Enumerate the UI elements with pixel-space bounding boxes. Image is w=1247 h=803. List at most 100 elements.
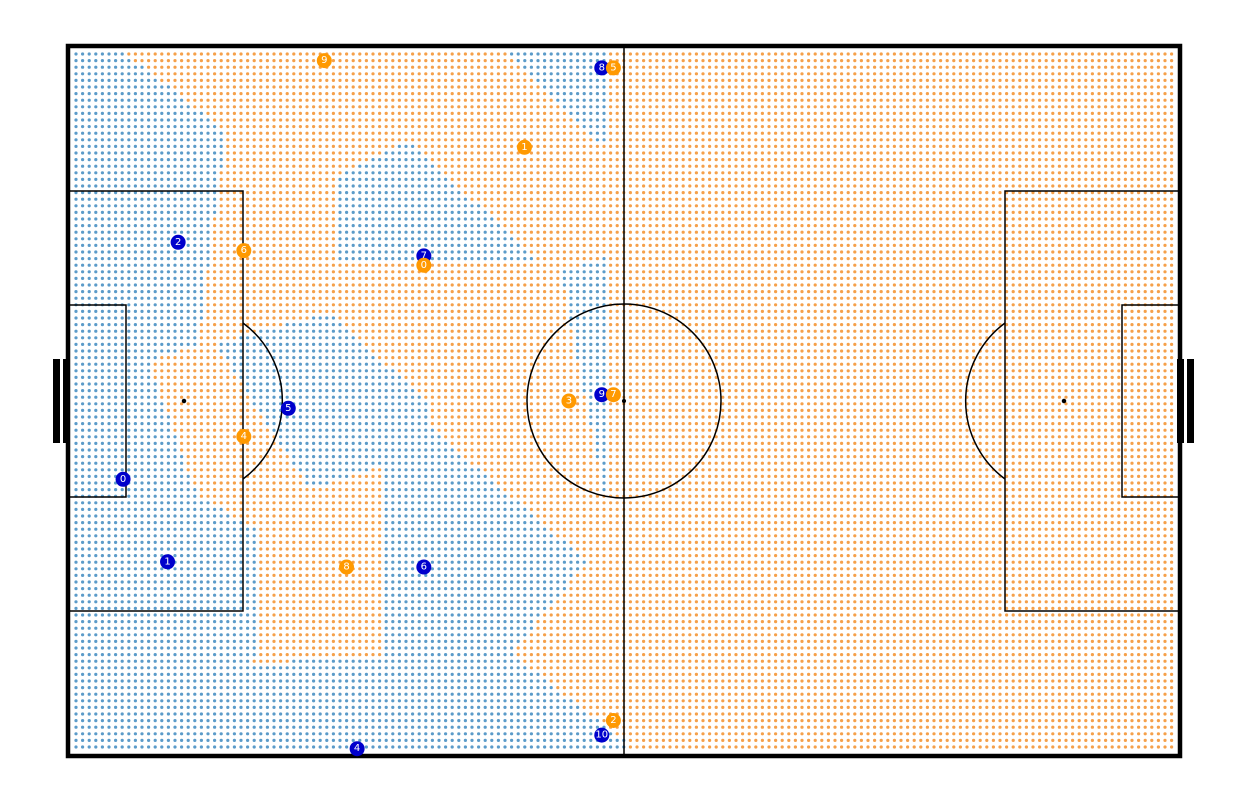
control-dot — [160, 52, 164, 56]
control-dot — [219, 138, 223, 142]
control-dot — [206, 316, 210, 320]
control-dot — [285, 283, 289, 287]
control-dot — [239, 296, 243, 300]
control-dot — [285, 567, 289, 571]
control-dot — [199, 626, 203, 630]
control-dot — [351, 679, 355, 683]
control-dot — [219, 613, 223, 617]
control-dot — [94, 705, 98, 710]
control-dot — [87, 204, 91, 208]
control-dot — [331, 732, 335, 736]
control-dot — [94, 78, 98, 82]
control-dot — [325, 659, 329, 663]
control-dot — [100, 534, 104, 538]
control-dot — [127, 468, 131, 472]
control-dot — [180, 336, 184, 340]
control-dot — [312, 257, 316, 261]
control-dot — [213, 105, 217, 109]
control-dot — [305, 554, 309, 558]
control-dot — [364, 309, 368, 313]
control-dot — [87, 732, 91, 736]
control-dot — [239, 276, 243, 280]
control-dot — [331, 369, 335, 373]
control-dot — [193, 441, 197, 445]
control-dot — [259, 738, 263, 743]
control-dot — [272, 158, 276, 162]
control-dot — [351, 224, 355, 228]
control-dot — [180, 593, 184, 597]
control-dot — [285, 92, 289, 96]
control-dot — [371, 92, 375, 96]
control-dot — [325, 580, 329, 584]
control-dot — [193, 144, 197, 148]
control-dot — [87, 230, 91, 234]
control-dot — [100, 369, 104, 373]
control-dot — [213, 692, 217, 696]
control-dot — [239, 105, 243, 109]
control-dot — [74, 705, 78, 710]
control-dot — [305, 323, 309, 327]
control-dot — [331, 507, 335, 511]
control-dot — [173, 428, 177, 432]
control-dot — [351, 52, 355, 56]
control-dot — [74, 138, 78, 142]
control-dot — [285, 389, 289, 393]
control-dot — [120, 250, 124, 254]
control-dot — [180, 309, 184, 313]
control-dot — [232, 283, 236, 287]
control-dot — [87, 600, 91, 604]
control-dot — [279, 184, 283, 188]
control-dot — [318, 732, 322, 736]
control-dot — [140, 527, 144, 531]
control-dot — [292, 580, 296, 584]
control-dot — [166, 309, 170, 313]
control-dot — [232, 191, 236, 195]
control-dot — [325, 732, 329, 736]
control-dot — [292, 613, 296, 617]
control-dot — [173, 488, 177, 492]
control-dot — [331, 237, 335, 241]
control-dot — [193, 481, 197, 485]
control-dot — [186, 356, 190, 360]
control-dot — [364, 534, 368, 538]
control-dot — [252, 422, 256, 426]
control-dot — [213, 382, 217, 386]
control-dot — [318, 474, 322, 478]
control-dot — [180, 626, 184, 630]
control-dot — [114, 92, 118, 96]
control-dot — [272, 59, 276, 63]
control-dot — [371, 580, 375, 584]
control-dot — [160, 738, 164, 743]
control-dot — [351, 184, 355, 188]
control-dot — [298, 712, 302, 716]
control-dot — [74, 270, 78, 274]
control-dot — [114, 521, 118, 525]
control-dot — [259, 111, 263, 115]
control-dot — [186, 672, 190, 677]
control-dot — [166, 620, 170, 624]
control-dot — [232, 177, 236, 181]
control-dot — [180, 250, 184, 254]
control-dot — [292, 600, 296, 604]
control-dot — [331, 217, 335, 221]
control-dot — [160, 448, 164, 452]
control-dot — [147, 164, 151, 168]
control-dot — [120, 92, 124, 96]
control-dot — [259, 85, 263, 89]
control-dot — [166, 580, 170, 584]
control-dot — [239, 375, 243, 379]
control-dot — [252, 672, 256, 677]
control-dot — [87, 554, 91, 558]
control-dot — [305, 92, 309, 96]
control-dot — [259, 283, 263, 287]
control-dot — [199, 92, 203, 96]
control-dot — [87, 78, 91, 82]
control-dot — [292, 738, 296, 743]
control-dot — [325, 125, 329, 129]
control-dot — [351, 620, 355, 624]
control-dot — [272, 455, 276, 459]
control-dot — [378, 699, 382, 703]
control-dot — [213, 237, 217, 241]
control-dot — [338, 184, 342, 188]
control-dot — [120, 171, 124, 175]
